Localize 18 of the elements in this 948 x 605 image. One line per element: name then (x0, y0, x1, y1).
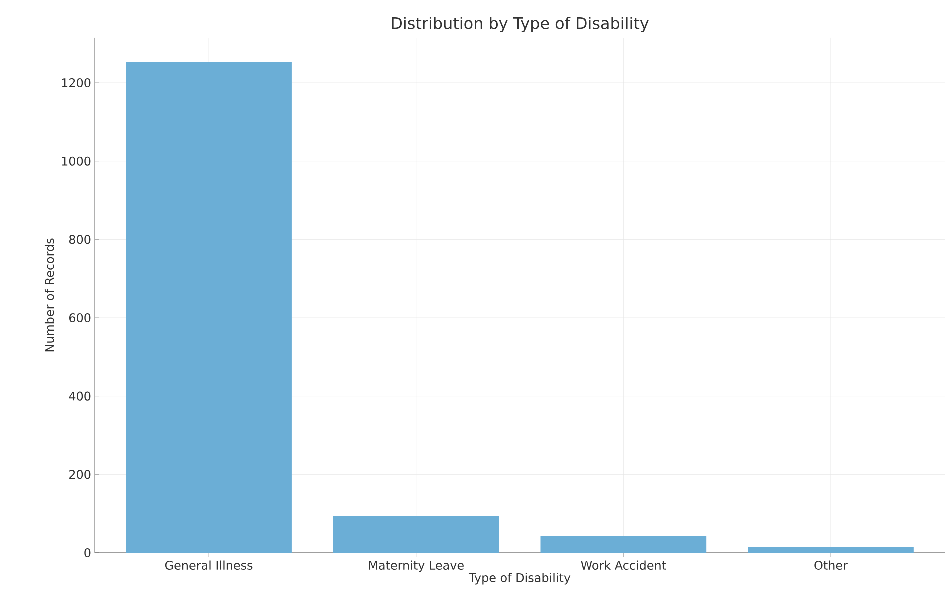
y-tick-label: 200 (70, 470, 91, 480)
bar (540, 536, 707, 553)
x-tick-label: Other (814, 560, 848, 570)
bar (333, 516, 500, 553)
x-tick-label: General Illness (165, 560, 253, 570)
x-tick-label: Work Accident (581, 560, 666, 570)
y-tick-label: 600 (70, 313, 91, 323)
bar (748, 548, 914, 553)
x-axis-title: Type of Disability (468, 573, 571, 585)
y-tick-label: 400 (69, 392, 91, 401)
y-tick-label: 1000 (62, 156, 91, 166)
x-tick-label: Maternity Leave (369, 560, 464, 572)
y-tick-label: 0 (84, 548, 91, 558)
y-axis-title: Number of Records (44, 238, 54, 352)
chart-title: Distribution by Type of Disability (392, 17, 649, 32)
bar (126, 62, 292, 553)
y-tick-label: 1200 (62, 78, 91, 88)
y-tick-label: 800 (69, 235, 91, 244)
